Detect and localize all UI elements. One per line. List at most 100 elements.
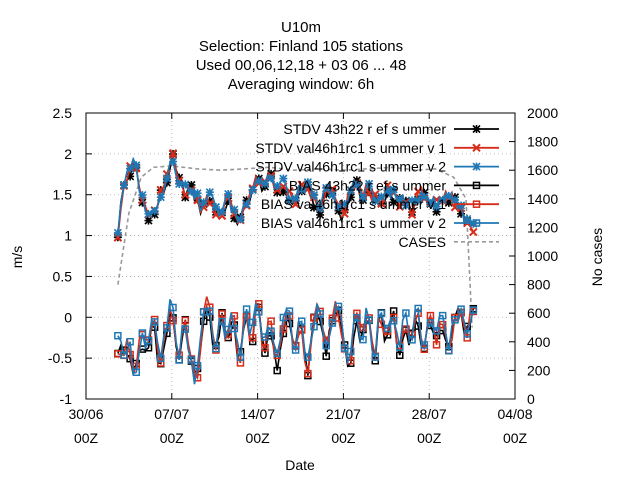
- data-point: [407, 196, 417, 205]
- data-point: [187, 187, 196, 196]
- data-point: [261, 344, 269, 352]
- data-point: [408, 336, 416, 344]
- data-point: [395, 195, 404, 204]
- data-point: [224, 189, 233, 199]
- data-point: [279, 313, 288, 322]
- data-point: [119, 181, 129, 190]
- grid: [86, 113, 515, 399]
- y-tick-label: -0.5: [48, 350, 72, 366]
- data-point: [175, 179, 184, 189]
- data-point: [138, 198, 147, 207]
- data-point: [322, 352, 330, 360]
- data-point: [218, 310, 226, 318]
- x-tick-label-hour: 00Z: [503, 430, 528, 446]
- series-layer: [113, 148, 478, 385]
- data-point: [457, 305, 465, 313]
- data-point: [267, 327, 275, 335]
- data-point: [389, 317, 398, 325]
- data-point: [144, 337, 153, 345]
- data-point: [126, 172, 135, 181]
- data-point: [432, 202, 441, 211]
- data-point: [420, 192, 429, 201]
- data-point: [211, 202, 220, 212]
- data-point: [402, 309, 410, 317]
- x-tick-label-hour: 00Z: [331, 430, 356, 446]
- y2-tick-label: 0: [527, 391, 535, 407]
- data-point: [285, 195, 294, 204]
- data-point: [267, 317, 275, 325]
- data-point: [150, 206, 159, 216]
- data-point: [168, 157, 178, 166]
- data-point: [346, 186, 355, 195]
- data-point: [444, 191, 453, 200]
- data-point: [212, 344, 220, 353]
- data-point: [150, 318, 159, 326]
- data-point: [162, 174, 171, 183]
- data-point: [438, 195, 447, 204]
- y2-tick-label: 1600: [527, 162, 558, 178]
- data-point: [426, 311, 435, 320]
- legend-marker: [472, 124, 481, 134]
- data-point: [322, 190, 331, 199]
- data-point: [377, 192, 386, 201]
- data-point: [291, 200, 300, 209]
- data-point: [469, 227, 478, 237]
- y2-tick-label: 2000: [527, 105, 558, 121]
- data-point: [230, 205, 239, 214]
- data-point: [120, 351, 128, 359]
- legend-label: STDV val46h1rc1 s ummer v 1: [255, 140, 446, 156]
- data-point: [371, 353, 380, 361]
- y-tick-label: 1: [64, 228, 72, 244]
- data-point: [414, 322, 422, 330]
- data-point: [114, 331, 122, 340]
- data-point: [396, 351, 404, 359]
- x-tick-label-date: 14/07: [240, 406, 275, 422]
- data-point: [450, 195, 460, 204]
- data-point: [401, 201, 410, 210]
- x-tick-label-hour: 00Z: [160, 430, 185, 446]
- data-point: [144, 216, 153, 225]
- data-point: [303, 178, 312, 187]
- y2-tick-label: 200: [527, 362, 551, 378]
- data-point: [157, 354, 165, 363]
- data-point: [420, 345, 429, 354]
- data-point: [181, 325, 190, 333]
- data-point: [457, 209, 466, 218]
- data-point: [383, 324, 392, 333]
- data-point: [432, 207, 441, 216]
- data-point: [187, 356, 196, 364]
- data-point: [168, 148, 178, 158]
- data-point: [206, 307, 214, 315]
- data-point: [273, 366, 281, 375]
- data-point: [236, 353, 245, 361]
- data-point: [353, 313, 361, 322]
- data-point: [347, 347, 355, 356]
- legend-marker: [472, 181, 481, 190]
- legend-entry: BIAS val46h1rc1 s ummer v 1: [261, 196, 499, 212]
- y-axis-title: m/s: [9, 246, 25, 269]
- data-point: [346, 193, 355, 202]
- data-point: [138, 329, 147, 337]
- legend-label: BIAS val46h1rc1 s ummer v 2: [261, 215, 446, 231]
- data-point: [322, 341, 330, 350]
- legend-entry: BIAS 43h22 r ef s ummer: [289, 177, 499, 193]
- data-point: [407, 210, 417, 220]
- data-point: [261, 333, 269, 341]
- data-point: [230, 214, 239, 223]
- legend-entry: STDV val46h1rc1 s ummer v 1: [255, 140, 499, 156]
- data-point: [334, 302, 343, 311]
- x-tick-label-date: 21/07: [326, 406, 361, 422]
- legend-marker: [472, 219, 481, 227]
- plot-frame: [85, 112, 516, 400]
- series-bias-5: [114, 299, 478, 385]
- data-point: [193, 361, 202, 370]
- x-tick-label-hour: 00Z: [246, 430, 271, 446]
- title-line-3: Used 00,06,12,18 + 03 06 ... 48: [196, 57, 407, 74]
- data-point: [279, 325, 288, 333]
- legend-marker: [472, 200, 481, 208]
- data-point: [248, 318, 257, 327]
- series-stdv-2: [113, 156, 478, 237]
- data-point: [187, 180, 196, 190]
- data-point: [463, 334, 471, 342]
- legend-entry: CASES: [399, 234, 499, 250]
